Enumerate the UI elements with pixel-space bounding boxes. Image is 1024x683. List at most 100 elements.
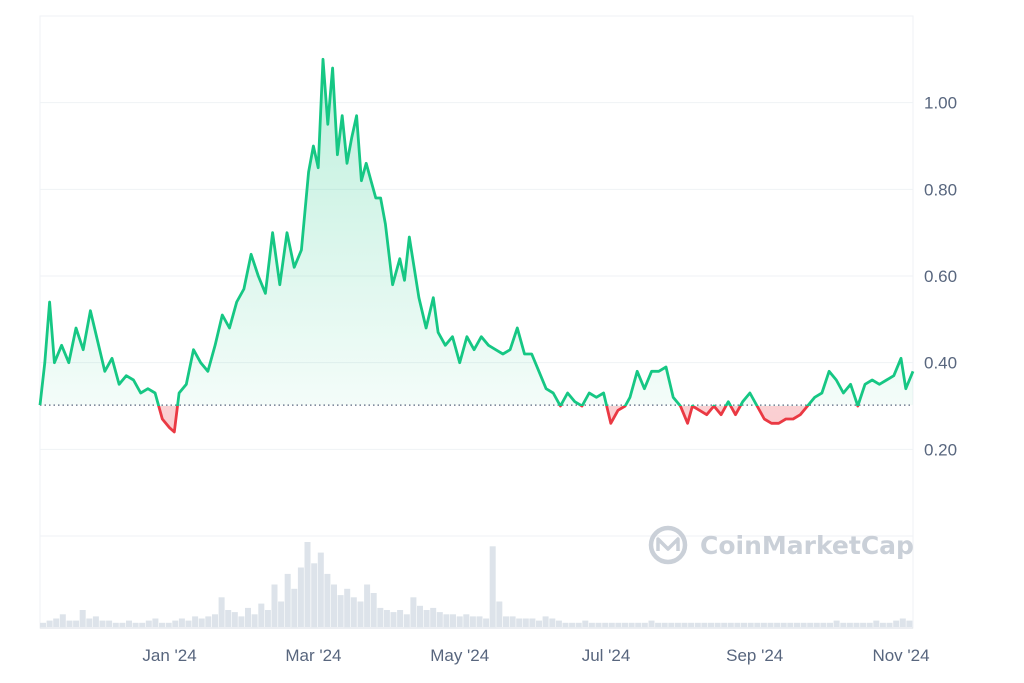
volume-bar xyxy=(641,622,648,628)
volume-bar xyxy=(721,622,728,628)
volume-bar xyxy=(754,622,761,628)
volume-bar xyxy=(86,618,93,627)
volume-bar xyxy=(443,614,450,628)
volume-bar xyxy=(126,620,132,627)
y-tick-label: 0.20 xyxy=(924,440,957,459)
price-line-above-baseline xyxy=(38,57,915,406)
volume-bar xyxy=(324,573,331,627)
volume-bar xyxy=(251,614,258,628)
volume-bar xyxy=(417,605,423,628)
volume-bar xyxy=(820,622,827,628)
volume-bar xyxy=(278,601,285,627)
volume-bar xyxy=(205,616,212,627)
volume-bar xyxy=(264,610,271,627)
volume-bar xyxy=(92,616,99,627)
volume-bar xyxy=(734,622,741,628)
volume-bar xyxy=(582,620,589,627)
x-tick-label: Jan '24 xyxy=(142,646,196,665)
watermark: CoinMarketCap xyxy=(648,525,914,565)
volume-bar xyxy=(747,622,754,628)
volume-bar xyxy=(635,622,642,628)
volume-bar xyxy=(628,622,635,628)
volume-bar xyxy=(575,622,582,628)
volume-bar xyxy=(681,622,688,628)
volume-bar xyxy=(218,597,225,627)
volume-bar xyxy=(284,573,291,627)
volume-bar xyxy=(694,622,701,628)
volume-bar xyxy=(337,595,344,627)
volume-bar xyxy=(198,618,205,627)
volume-bar xyxy=(132,622,139,628)
volume-bar xyxy=(410,597,417,627)
volume-bar xyxy=(311,563,318,628)
volume-bar xyxy=(760,622,767,628)
coinmarketcap-logo-icon xyxy=(648,525,688,565)
watermark-text: CoinMarketCap xyxy=(700,531,914,560)
y-tick-label: 0.40 xyxy=(924,354,957,373)
volume-bar xyxy=(840,622,847,628)
volume-bar xyxy=(159,622,165,628)
x-tick-label: Sep '24 xyxy=(726,646,783,665)
volume-bar xyxy=(59,614,66,628)
x-axis-tick-labels: Jan '24 Mar '24 May '24 Jul '24 Sep '24 Nov '… xyxy=(142,646,929,665)
volume-bar xyxy=(178,618,185,627)
volume-bar xyxy=(297,567,304,627)
volume-bar xyxy=(853,622,860,628)
volume-bar xyxy=(555,620,562,627)
volume-bar xyxy=(436,612,443,627)
y-axis-tick-labels: 0.20 0.40 0.60 0.80 1.00 xyxy=(924,94,957,460)
volume-bar xyxy=(245,607,251,627)
volume-bar xyxy=(397,610,404,627)
volume-bar xyxy=(846,622,853,628)
volume-bar xyxy=(152,618,159,627)
volume-bar xyxy=(893,620,900,627)
volume-bar xyxy=(708,622,714,628)
volume-bar xyxy=(225,610,232,627)
volume-bar xyxy=(304,542,311,627)
volume-bar xyxy=(383,610,390,627)
volume-bar xyxy=(403,614,410,628)
volume-bar xyxy=(668,622,675,628)
volume-bar xyxy=(906,620,913,627)
volume-bar xyxy=(516,618,523,627)
volume-bar xyxy=(463,614,470,628)
volume-bar xyxy=(873,620,880,627)
volume-bar xyxy=(53,618,60,627)
volume-bar xyxy=(595,622,602,628)
volume-bar xyxy=(258,603,265,627)
volume-bar xyxy=(608,622,615,628)
volume-bar xyxy=(483,618,490,627)
y-tick-label: 1.00 xyxy=(924,94,957,113)
volume-bar xyxy=(833,620,840,627)
volume-bar xyxy=(549,618,556,627)
volume-bar xyxy=(615,622,622,628)
volume-bar xyxy=(787,622,794,628)
volume-bar xyxy=(106,620,113,627)
volume-bar xyxy=(701,622,708,628)
volume-bar xyxy=(238,616,245,627)
x-tick-label: Nov '24 xyxy=(872,646,929,665)
volume-bar xyxy=(780,622,787,628)
x-tick-label: May '24 xyxy=(430,646,489,665)
volume-bar xyxy=(139,622,146,628)
volume-bar xyxy=(542,616,549,627)
volume-bar xyxy=(390,612,397,627)
volume-bar xyxy=(767,622,774,628)
volume-bar xyxy=(192,616,199,627)
volume-bar xyxy=(73,620,80,627)
volume-bar xyxy=(813,622,820,628)
volume-bar xyxy=(377,607,384,627)
volume-bar xyxy=(430,607,437,627)
volume-bar xyxy=(423,610,430,627)
volume-bar xyxy=(562,622,569,628)
volume-bar xyxy=(807,622,814,628)
volume-bar xyxy=(66,620,73,627)
volume-bar xyxy=(503,616,509,627)
volume-bars xyxy=(40,542,913,628)
volume-bar xyxy=(112,622,119,628)
volume-bar xyxy=(588,622,595,628)
volume-bar xyxy=(536,620,542,627)
volume-bar xyxy=(741,622,747,628)
volume-bar xyxy=(727,622,734,628)
